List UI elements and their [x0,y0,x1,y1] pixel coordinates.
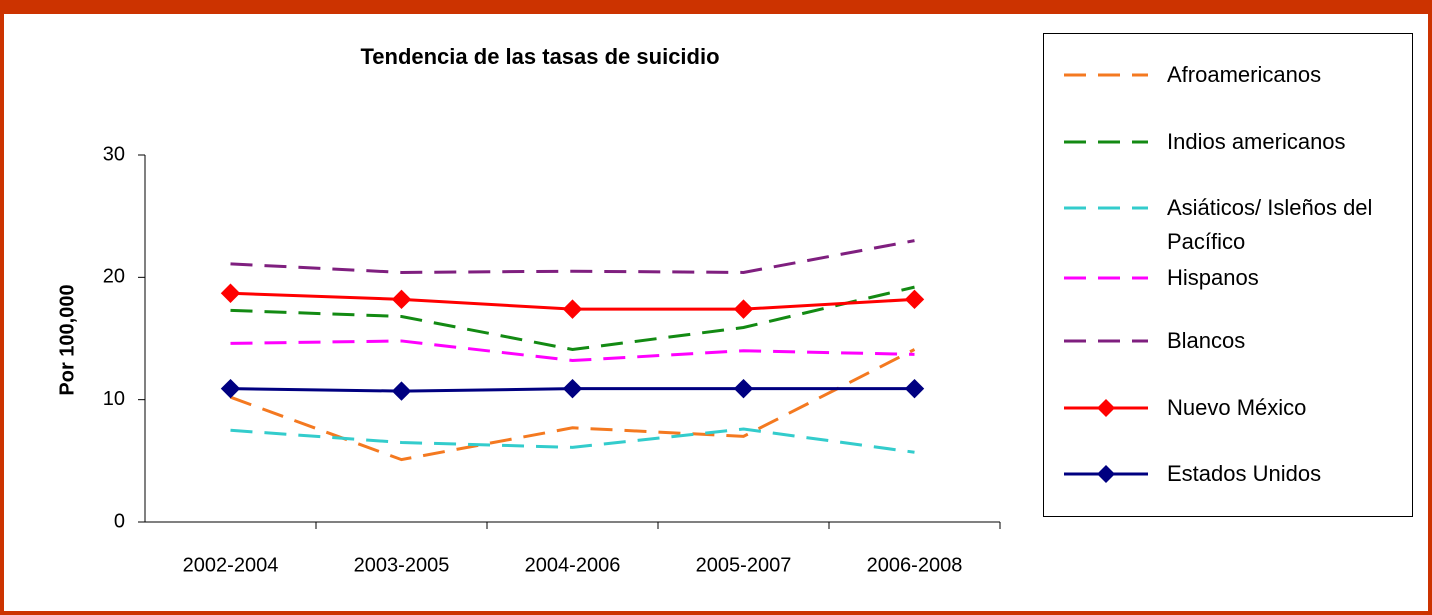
legend-label: Hispanos [1167,265,1259,290]
data-point [904,378,925,399]
y-tick-label: 30 [103,143,125,165]
x-tick-label: 2005-2007 [696,554,792,576]
legend-marker [1097,399,1115,417]
legend-label: Estados Unidos [1167,461,1322,486]
y-tick-label: 20 [103,266,125,288]
legend-label: Nuevo México [1167,395,1307,420]
data-point [220,378,241,399]
legend-swatches [1064,73,1148,483]
data-point [904,289,925,310]
data-point [733,299,754,319]
x-tick-label: 2006-2008 [867,554,963,576]
chart: Tendencia de las tasas de suicidio Por 1… [56,44,1001,576]
data-point [391,381,412,401]
legend-label: Afroamericanos [1167,62,1322,87]
x-tick-label: 2004-2006 [525,554,621,576]
legend-label: Asiáticos/ Isleños del Pacífico [1167,195,1373,254]
chart-title: Tendencia de las tasas de suicidio [360,44,719,69]
y-axis-label: Por 100,000 [56,284,78,395]
data-point [733,378,754,399]
series-line [230,285,915,352]
legend-marker [1097,465,1115,483]
series-line [230,427,915,454]
data-point [391,289,412,310]
data-point [562,378,583,399]
series-line [229,348,916,462]
x-tick-label: 2003-2005 [354,554,450,576]
x-tick-label: 2002-2004 [183,554,279,576]
legend-label: Blancos [1167,328,1246,353]
y-tick-label: 10 [103,388,125,410]
data-point [562,299,583,319]
series-line [230,239,915,274]
y-tick-label: 0 [114,510,125,532]
legend-label: Indios americanos [1167,129,1346,154]
legend: Afroamericanos Indios americanos Asiáticos… [1043,33,1413,517]
data-point [220,283,241,303]
series-line [230,339,915,363]
